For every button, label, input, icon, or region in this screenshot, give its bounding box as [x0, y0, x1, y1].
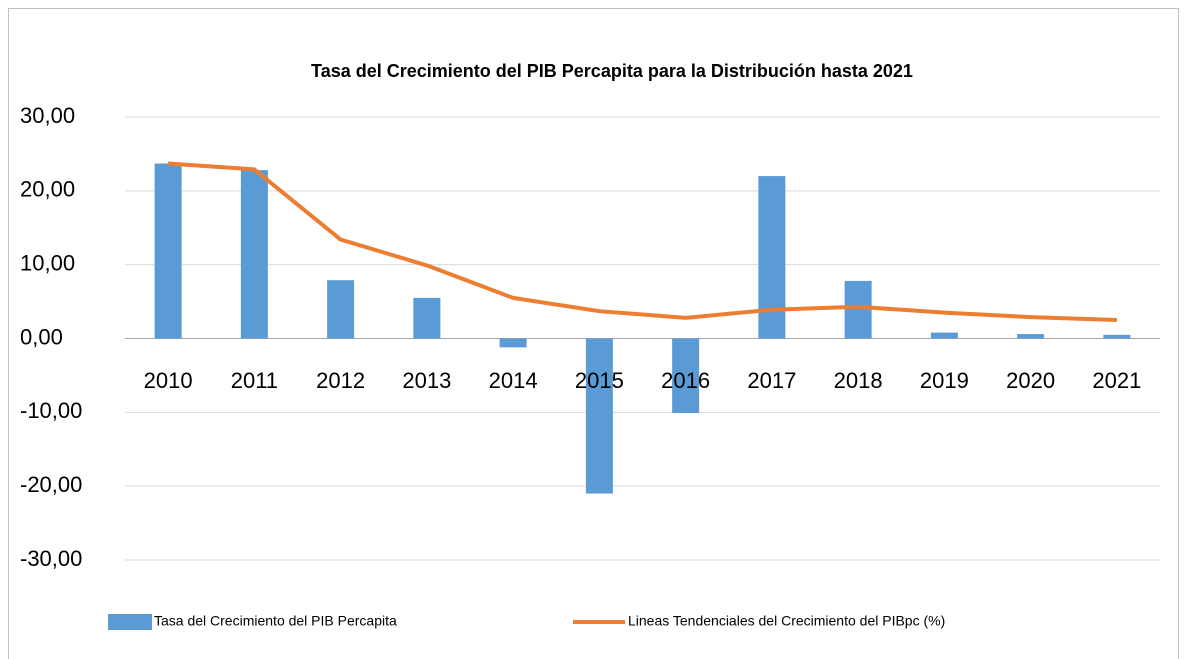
chart-title: Tasa del Crecimiento del PIB Percapita p…: [311, 61, 913, 81]
bar: [499, 338, 527, 348]
x-tick-label: 2013: [402, 368, 451, 393]
x-tick-label: 2017: [747, 368, 796, 393]
chart-border: [8, 8, 1179, 659]
x-tick-label: 2010: [144, 368, 193, 393]
bar: [585, 338, 613, 494]
x-tick-label: 2016: [661, 368, 710, 393]
bar: [672, 338, 700, 414]
y-tick-label: 0,00: [20, 324, 63, 349]
bar: [413, 297, 441, 339]
x-tick-label: 2011: [231, 368, 278, 393]
trend-line: [167, 161, 1117, 323]
y-tick-label: 30,00: [20, 103, 75, 128]
bar: [758, 176, 786, 339]
x-tick-label: 2012: [316, 368, 365, 393]
bar: [1103, 334, 1131, 339]
bar: [844, 280, 872, 339]
x-tick-label: 2014: [489, 368, 538, 393]
y-tick-label: -20,00: [20, 472, 82, 497]
legend-label: Lineas Tendenciales del Crecimiento del …: [628, 613, 945, 629]
bar: [240, 170, 268, 339]
y-tick-label: 10,00: [20, 250, 75, 275]
bar: [1017, 334, 1045, 339]
x-tick-label: 2019: [920, 368, 969, 393]
legend-label: Tasa del Crecimiento del PIB Percapita: [154, 613, 397, 629]
x-tick-label: 2021: [1092, 368, 1141, 393]
bar: [327, 280, 355, 339]
bar: [930, 332, 958, 339]
legend-swatch: [108, 614, 152, 630]
x-tick-label: 2018: [834, 368, 883, 393]
x-tick-label: 2015: [575, 368, 624, 393]
y-tick-label: -10,00: [20, 398, 82, 423]
y-tick-label: -30,00: [20, 546, 82, 571]
x-tick-label: 2020: [1006, 368, 1055, 393]
y-tick-label: 20,00: [20, 177, 75, 202]
bar: [154, 163, 182, 339]
